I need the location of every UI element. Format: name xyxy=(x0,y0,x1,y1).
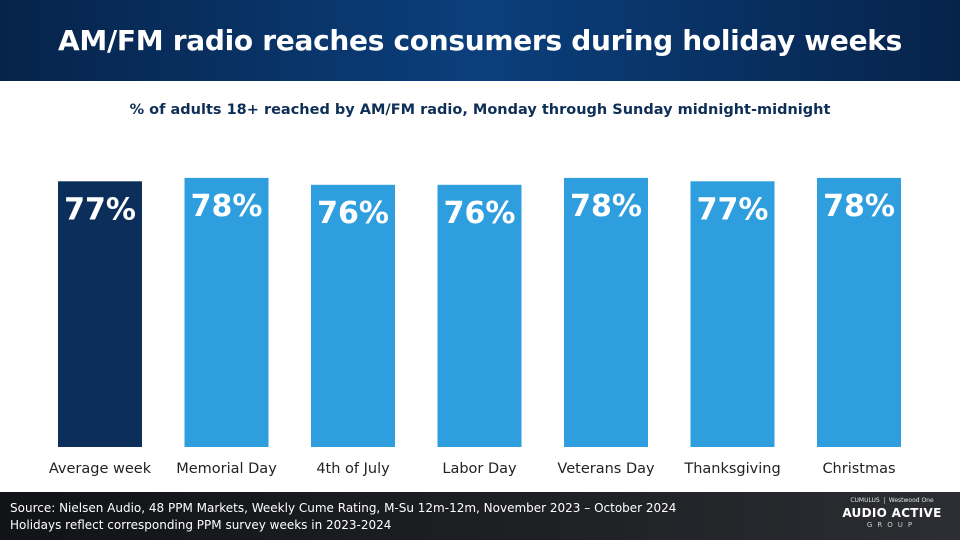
category-label-christmas: Christmas xyxy=(822,461,895,477)
cumulus-wordmark: CUMULUS xyxy=(850,497,880,504)
chart-title: % of adults 18+ reached by AM/FM radio, … xyxy=(129,102,831,118)
category-label-memorial-day: Memorial Day xyxy=(176,461,277,477)
bar-memorial-day xyxy=(184,177,269,447)
bar-labor-day xyxy=(437,184,522,448)
category-label-4th-of-july: 4th of July xyxy=(316,461,390,477)
data-label-average-week: 77% xyxy=(64,192,136,227)
logo-name: AUDIO ACTIVE xyxy=(842,506,942,520)
page-title: AM/FM radio reaches consumers during hol… xyxy=(58,24,902,57)
data-label-thanksgiving: 77% xyxy=(697,192,769,227)
data-label-veterans-day: 78% xyxy=(570,189,642,224)
data-label-christmas: 78% xyxy=(823,189,895,224)
category-label-labor-day: Labor Day xyxy=(442,461,517,477)
source-note: Source: Nielsen Audio, 48 PPM Markets, W… xyxy=(10,501,677,515)
bar-4th-of-july xyxy=(311,184,395,448)
data-label-labor-day: 76% xyxy=(444,196,516,231)
bar-christmas xyxy=(817,177,901,447)
bar-average-week xyxy=(58,181,142,448)
logo-tagline: GROUP xyxy=(866,521,918,529)
bar-veterans-day xyxy=(564,177,648,447)
holiday-note: Holidays reflect corresponding PPM surve… xyxy=(10,518,392,532)
westwood-one-wordmark: Westwood One xyxy=(888,497,934,504)
data-label-memorial-day: 78% xyxy=(191,189,263,224)
title-banner: AM/FM radio reaches consumers during hol… xyxy=(0,0,960,81)
category-label-veterans-day: Veterans Day xyxy=(557,461,655,477)
footer-bar: Source: Nielsen Audio, 48 PPM Markets, W… xyxy=(0,492,960,540)
bar-thanksgiving xyxy=(690,181,775,448)
logo-brands: CUMULUS Westwood One xyxy=(836,497,948,504)
category-label-thanksgiving: Thanksgiving xyxy=(683,461,780,477)
category-label-average-week: Average week xyxy=(49,461,152,477)
audio-active-group-logo: CUMULUS Westwood One AUDIO ACTIVE GROUP xyxy=(836,497,948,537)
data-label-4th-of-july: 76% xyxy=(317,196,389,231)
logo-divider xyxy=(883,497,885,504)
